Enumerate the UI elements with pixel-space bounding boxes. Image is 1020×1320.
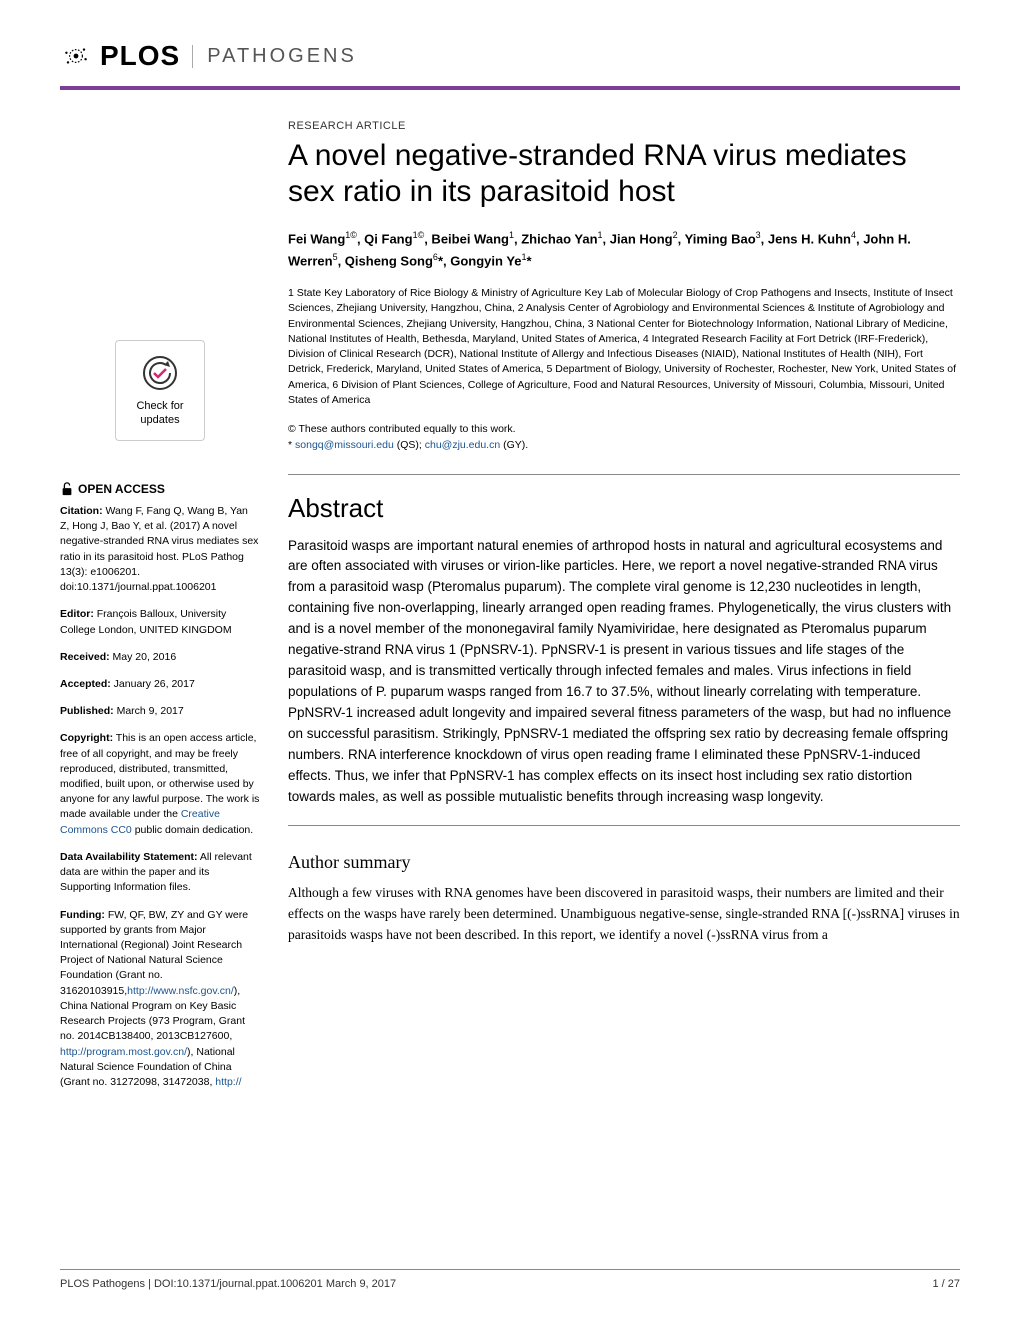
funding-text-1: FW, QF, BW, ZY and GY were supported by … [60, 909, 248, 997]
authors-list: Fei Wang1©, Qi Fang1©, Beibei Wang1, Zhi… [288, 228, 960, 272]
funding-link-1[interactable]: http://www.nsfc.gov.cn/ [127, 985, 234, 997]
received-label: Received: [60, 651, 110, 663]
contribution-notes: © These authors contributed equally to t… [288, 422, 960, 454]
citation-text: Wang F, Fang Q, Wang B, Yan Z, Hong J, B… [60, 505, 258, 593]
open-access-label: OPEN ACCESS [78, 481, 165, 498]
abstract-heading: Abstract [288, 493, 960, 524]
equal-contrib-note: © These authors contributed equally to t… [288, 422, 960, 438]
sidebar: Check for updates OPEN ACCESS Citation: … [60, 120, 260, 1102]
received-block: Received: May 20, 2016 [60, 650, 260, 665]
corresponding-suffix-1: (QS); [394, 439, 425, 451]
check-updates-badge[interactable]: Check for updates [115, 340, 205, 441]
open-lock-icon [60, 482, 74, 496]
abstract-text: Parasitoid wasps are important natural e… [288, 536, 960, 808]
funding-link-3[interactable]: http:// [215, 1076, 241, 1088]
article-type: RESEARCH ARTICLE [288, 120, 960, 132]
logo-text: PLOS [100, 40, 180, 72]
plos-logo: PLOS [60, 40, 180, 72]
page-header: PLOS PATHOGENS [60, 40, 960, 82]
citation-label: Citation: [60, 505, 103, 517]
plos-logo-icon [60, 40, 92, 72]
main-content: RESEARCH ARTICLE A novel negative-strand… [288, 120, 960, 1102]
corresponding-prefix: * [288, 439, 295, 451]
corresponding-suffix-2: (GY). [500, 439, 528, 451]
author-summary-text: Although a few viruses with RNA genomes … [288, 883, 960, 946]
header-rule [60, 86, 960, 90]
data-label: Data Availability Statement: [60, 851, 198, 863]
author-summary-heading: Author summary [288, 852, 960, 873]
footer-left: PLOS Pathogens | DOI:10.1371/journal.ppa… [60, 1278, 396, 1290]
citation-block: Citation: Wang F, Fang Q, Wang B, Yan Z,… [60, 504, 260, 595]
copyright-block: Copyright: This is an open access articl… [60, 731, 260, 838]
author-summary-section: Author summary Although a few viruses wi… [288, 852, 960, 946]
corresponding-note: * songq@missouri.edu (QS); chu@zju.edu.c… [288, 438, 960, 454]
data-availability-block: Data Availability Statement: All relevan… [60, 850, 260, 896]
editor-label: Editor: [60, 608, 94, 620]
published-block: Published: March 9, 2017 [60, 704, 260, 719]
corresponding-email-1[interactable]: songq@missouri.edu [295, 439, 394, 451]
accepted-text: January 26, 2017 [111, 678, 195, 690]
open-access-badge: OPEN ACCESS [60, 481, 260, 498]
copyright-label: Copyright: [60, 732, 113, 744]
page-footer: PLOS Pathogens | DOI:10.1371/journal.ppa… [60, 1269, 960, 1290]
received-text: May 20, 2016 [110, 651, 177, 663]
affiliations: 1 State Key Laboratory of Rice Biology &… [288, 286, 960, 408]
journal-name: PATHOGENS [192, 45, 357, 68]
copyright-suffix: public domain dedication. [132, 824, 253, 836]
accepted-label: Accepted: [60, 678, 111, 690]
funding-link-2[interactable]: http://program.most.gov.cn/ [60, 1046, 187, 1058]
footer-right: 1 / 27 [932, 1278, 960, 1290]
funding-block: Funding: FW, QF, BW, ZY and GY were supp… [60, 908, 260, 1091]
check-updates-icon [140, 353, 180, 393]
divider [288, 474, 960, 475]
published-label: Published: [60, 705, 114, 717]
editor-block: Editor: François Balloux, University Col… [60, 607, 260, 637]
check-updates-label: Check for updates [136, 400, 183, 426]
divider [288, 825, 960, 826]
corresponding-email-2[interactable]: chu@zju.edu.cn [425, 439, 500, 451]
accepted-block: Accepted: January 26, 2017 [60, 677, 260, 692]
published-text: March 9, 2017 [114, 705, 184, 717]
copyright-text: This is an open access article, free of … [60, 732, 259, 820]
article-title: A novel negative-stranded RNA virus medi… [288, 138, 960, 210]
funding-label: Funding: [60, 909, 105, 921]
